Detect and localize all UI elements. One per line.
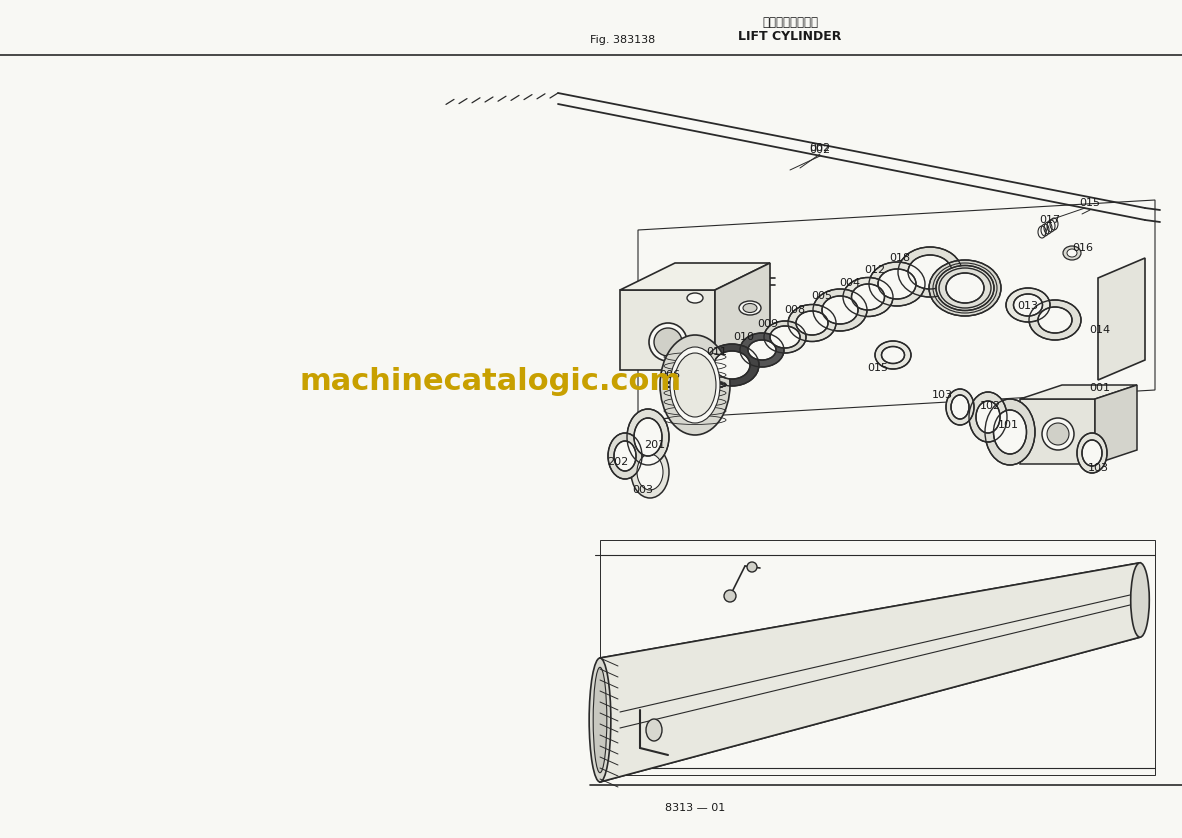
- Text: Fig. 383138: Fig. 383138: [590, 35, 655, 45]
- Ellipse shape: [647, 719, 662, 741]
- Ellipse shape: [1047, 423, 1069, 445]
- Polygon shape: [1095, 385, 1137, 464]
- Ellipse shape: [674, 353, 716, 417]
- Text: 017: 017: [1039, 215, 1060, 225]
- Ellipse shape: [813, 289, 868, 331]
- Polygon shape: [621, 290, 715, 370]
- Polygon shape: [1098, 258, 1145, 380]
- Ellipse shape: [743, 303, 756, 313]
- Text: 8313 — 01: 8313 — 01: [664, 803, 725, 813]
- Ellipse shape: [714, 351, 751, 379]
- Ellipse shape: [869, 262, 926, 306]
- Polygon shape: [715, 263, 769, 370]
- Ellipse shape: [740, 333, 784, 367]
- Ellipse shape: [1067, 249, 1077, 257]
- Ellipse shape: [747, 562, 756, 572]
- Ellipse shape: [851, 284, 884, 310]
- Text: 011: 011: [707, 347, 727, 357]
- Ellipse shape: [898, 247, 962, 297]
- Ellipse shape: [843, 277, 892, 317]
- Ellipse shape: [748, 340, 777, 360]
- Ellipse shape: [878, 269, 916, 299]
- Text: 015: 015: [1079, 198, 1100, 208]
- Text: 003: 003: [632, 485, 654, 495]
- Ellipse shape: [593, 667, 606, 773]
- Ellipse shape: [1082, 440, 1102, 466]
- Text: 012: 012: [864, 265, 885, 275]
- Ellipse shape: [769, 326, 800, 348]
- Polygon shape: [621, 263, 769, 290]
- Ellipse shape: [634, 418, 662, 456]
- Polygon shape: [1020, 385, 1137, 399]
- Ellipse shape: [764, 321, 806, 353]
- Ellipse shape: [626, 409, 669, 465]
- Ellipse shape: [739, 301, 761, 315]
- Ellipse shape: [788, 304, 836, 342]
- Text: 015: 015: [868, 363, 889, 373]
- Ellipse shape: [1131, 563, 1149, 637]
- Text: 004: 004: [839, 278, 860, 288]
- Ellipse shape: [608, 433, 642, 479]
- Ellipse shape: [631, 446, 669, 498]
- Polygon shape: [1020, 399, 1095, 464]
- Text: 101: 101: [998, 420, 1019, 430]
- Ellipse shape: [1038, 307, 1072, 333]
- Ellipse shape: [654, 328, 682, 356]
- Ellipse shape: [1013, 294, 1043, 316]
- Text: 202: 202: [608, 457, 629, 467]
- Ellipse shape: [687, 293, 703, 303]
- Ellipse shape: [946, 389, 974, 425]
- Ellipse shape: [725, 590, 736, 602]
- Text: 201: 201: [644, 440, 665, 450]
- Ellipse shape: [969, 392, 1007, 442]
- Ellipse shape: [952, 395, 969, 419]
- Polygon shape: [600, 563, 1139, 782]
- Text: 005: 005: [812, 291, 832, 301]
- Text: machinecatalogic.com: machinecatalogic.com: [299, 367, 682, 396]
- Ellipse shape: [882, 346, 904, 364]
- Ellipse shape: [613, 441, 636, 471]
- Text: 009: 009: [758, 319, 779, 329]
- Ellipse shape: [660, 335, 730, 435]
- Ellipse shape: [1077, 433, 1108, 473]
- Ellipse shape: [795, 311, 829, 335]
- Ellipse shape: [976, 401, 1000, 433]
- Ellipse shape: [1043, 418, 1074, 450]
- Text: 018: 018: [889, 253, 910, 263]
- Ellipse shape: [704, 344, 759, 386]
- Text: 002: 002: [810, 145, 831, 155]
- Text: 010: 010: [734, 332, 754, 342]
- Text: 103: 103: [1087, 463, 1109, 473]
- Text: 014: 014: [1090, 325, 1111, 335]
- Ellipse shape: [1030, 300, 1082, 340]
- Ellipse shape: [929, 260, 1001, 316]
- Text: リフト　シリンダ: リフト シリンダ: [762, 15, 818, 28]
- Ellipse shape: [946, 273, 983, 303]
- Ellipse shape: [649, 323, 687, 361]
- Ellipse shape: [994, 410, 1026, 454]
- Ellipse shape: [939, 268, 991, 308]
- Ellipse shape: [936, 266, 994, 311]
- Ellipse shape: [670, 347, 720, 423]
- Ellipse shape: [1063, 246, 1082, 260]
- Text: 016: 016: [1072, 243, 1093, 253]
- Ellipse shape: [875, 341, 911, 369]
- Ellipse shape: [821, 296, 858, 324]
- Ellipse shape: [985, 399, 1035, 465]
- Text: 103: 103: [931, 390, 953, 400]
- Ellipse shape: [589, 658, 611, 782]
- Text: 006: 006: [660, 370, 681, 380]
- Text: 008: 008: [785, 305, 806, 315]
- Text: 102: 102: [980, 401, 1000, 411]
- Text: LIFT CYLINDER: LIFT CYLINDER: [739, 30, 842, 44]
- Text: 002: 002: [810, 143, 831, 153]
- Ellipse shape: [1006, 288, 1050, 322]
- Text: 001: 001: [1090, 383, 1111, 393]
- Ellipse shape: [637, 454, 663, 490]
- Ellipse shape: [908, 255, 952, 289]
- Text: 013: 013: [1018, 301, 1039, 311]
